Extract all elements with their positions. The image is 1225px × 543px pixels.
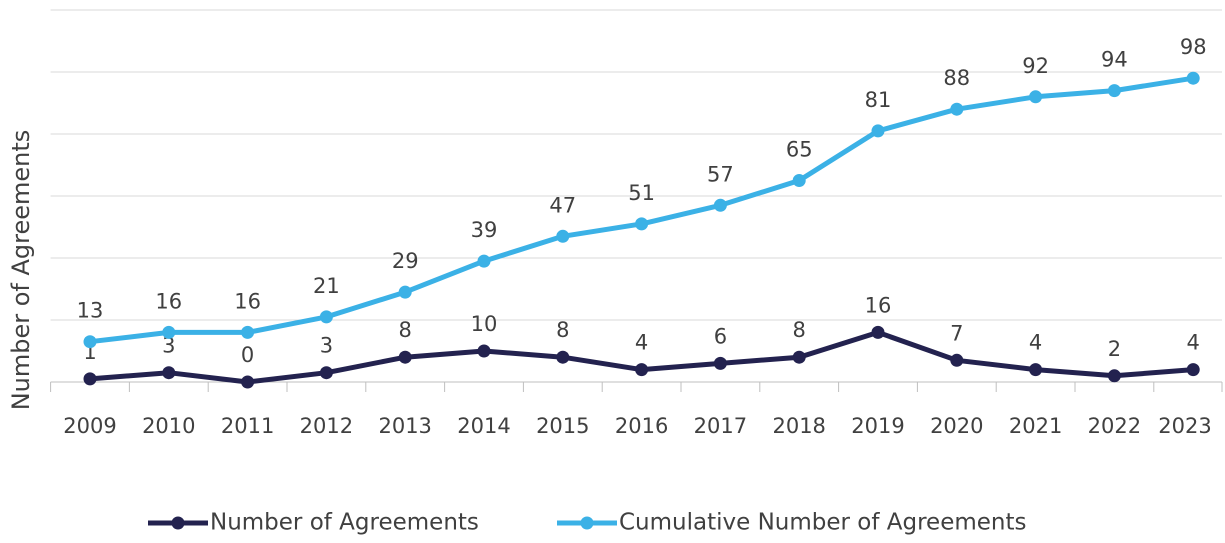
x-tick-label: 2023 — [1158, 414, 1211, 438]
point — [83, 372, 97, 386]
point — [871, 325, 885, 339]
x-tick-label: 2010 — [142, 414, 195, 438]
x-tick-label: 2012 — [300, 414, 353, 438]
data-label: 8 — [399, 318, 412, 342]
data-label: 94 — [1101, 48, 1128, 72]
data-label: 4 — [1187, 331, 1200, 355]
point — [1107, 84, 1121, 98]
x-tick-label: 2020 — [930, 414, 983, 438]
point — [713, 356, 727, 370]
point — [1186, 71, 1200, 85]
data-label: 81 — [865, 88, 892, 112]
data-label: 57 — [707, 162, 734, 186]
point — [477, 254, 491, 268]
point — [398, 285, 412, 299]
data-label: 10 — [471, 312, 498, 336]
legend-marker — [171, 516, 185, 530]
x-tick-label: 2022 — [1088, 414, 1141, 438]
point — [241, 375, 255, 389]
data-label: 88 — [943, 66, 970, 90]
data-label: 0 — [241, 343, 254, 367]
point — [162, 366, 176, 380]
data-label: 2 — [1108, 337, 1121, 361]
data-label: 7 — [950, 321, 963, 345]
x-tick-label: 2019 — [851, 414, 904, 438]
data-label: 8 — [793, 318, 806, 342]
x-tick-label: 2009 — [63, 414, 116, 438]
legend-label: Cumulative Number of Agreements — [619, 510, 1027, 536]
legend-label: Number of Agreements — [210, 510, 479, 536]
point — [1107, 369, 1121, 383]
y-axis-label: Number of Agreements — [7, 130, 35, 411]
data-label: 29 — [392, 249, 419, 273]
point — [477, 344, 491, 358]
data-label: 51 — [628, 181, 655, 205]
point — [713, 198, 727, 212]
data-label: 65 — [786, 138, 813, 162]
point — [871, 124, 885, 138]
data-label: 3 — [320, 334, 333, 358]
point — [1029, 90, 1043, 104]
point — [792, 174, 806, 187]
point — [319, 310, 333, 324]
data-label: 6 — [714, 324, 727, 348]
point — [241, 325, 255, 339]
point — [635, 363, 649, 377]
x-tick-label: 2018 — [772, 414, 825, 438]
data-label: 47 — [549, 193, 576, 217]
data-label: 8 — [556, 318, 569, 342]
data-label: 16 — [865, 293, 892, 317]
data-label: 3 — [162, 334, 175, 358]
x-tick-label: 2016 — [615, 414, 668, 438]
x-tick-label: 2021 — [1009, 414, 1062, 438]
legend-marker — [580, 516, 594, 530]
point — [792, 350, 806, 364]
data-label: 21 — [313, 274, 340, 298]
data-label: 4 — [635, 331, 648, 355]
data-label: 92 — [1022, 54, 1049, 78]
point — [1029, 363, 1043, 377]
point — [398, 350, 412, 364]
x-tick-label: 2015 — [536, 414, 589, 438]
x-tick-label: 2013 — [378, 414, 431, 438]
data-label: 98 — [1180, 35, 1207, 59]
data-label: 16 — [234, 289, 261, 313]
point — [556, 350, 570, 364]
point — [1186, 363, 1200, 377]
x-tick-label: 2011 — [221, 414, 274, 438]
point — [635, 217, 649, 231]
point — [950, 353, 964, 367]
data-label: 16 — [155, 289, 182, 313]
data-label: 39 — [471, 218, 498, 242]
x-tick-label: 2017 — [694, 414, 747, 438]
point — [556, 229, 570, 243]
data-label: 4 — [1029, 331, 1042, 355]
data-label: 13 — [77, 299, 104, 323]
point — [83, 335, 97, 349]
point — [950, 102, 964, 116]
point — [319, 366, 333, 380]
point — [162, 325, 176, 339]
x-tick-label: 2014 — [457, 414, 510, 438]
